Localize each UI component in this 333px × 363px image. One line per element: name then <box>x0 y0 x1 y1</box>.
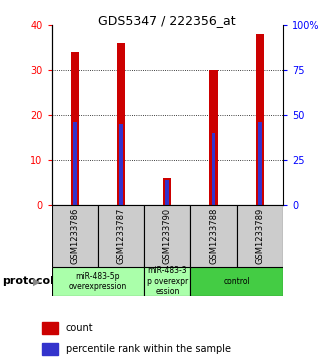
Text: GDS5347 / 222356_at: GDS5347 / 222356_at <box>98 15 235 28</box>
Bar <box>144 267 190 296</box>
Text: GSM1233789: GSM1233789 <box>255 208 264 264</box>
Text: GSM1233787: GSM1233787 <box>117 208 126 264</box>
Bar <box>117 44 125 205</box>
Bar <box>166 180 169 205</box>
Bar <box>42 322 58 334</box>
Bar <box>71 52 79 205</box>
Bar <box>237 205 283 267</box>
Text: GSM1233788: GSM1233788 <box>209 208 218 264</box>
Bar <box>258 122 262 205</box>
Bar <box>52 267 144 296</box>
Text: GSM1233786: GSM1233786 <box>70 208 79 264</box>
Bar <box>190 205 237 267</box>
Text: GSM1233790: GSM1233790 <box>163 208 172 264</box>
Bar <box>52 205 98 267</box>
Bar <box>144 205 190 267</box>
Bar <box>209 70 218 205</box>
Text: miR-483-3
p overexpr
ession: miR-483-3 p overexpr ession <box>147 266 188 296</box>
Text: count: count <box>66 323 93 333</box>
Bar <box>119 124 123 205</box>
Bar <box>190 267 283 296</box>
Text: ▶: ▶ <box>33 276 40 286</box>
Bar <box>73 122 77 205</box>
Text: control: control <box>223 277 250 286</box>
Bar <box>42 343 58 355</box>
Bar <box>212 133 215 205</box>
Text: percentile rank within the sample: percentile rank within the sample <box>66 344 230 354</box>
Text: protocol: protocol <box>2 276 54 286</box>
Bar <box>98 205 144 267</box>
Bar <box>163 178 171 205</box>
Text: miR-483-5p
overexpression: miR-483-5p overexpression <box>69 272 127 291</box>
Bar <box>256 34 264 205</box>
